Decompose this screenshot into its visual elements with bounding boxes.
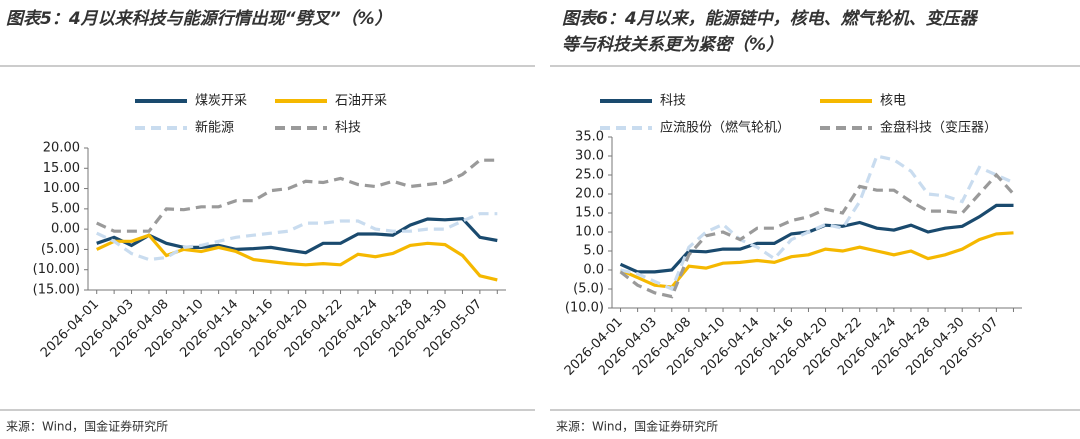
legend-label: 石油开采 [335,94,387,109]
chart-title: 图表6：4月以来，能源链中，核电、燃气轮机、变压器等与科技关系更为紧密（%） [562,9,979,55]
source: 来源：Wind，国金证券研究所 [6,419,168,434]
chart-title: 图表5：4月以来科技与能源行情出现“劈叉”（%） [6,9,392,29]
series-line [96,233,498,282]
legend-label: 应流股份（燃气轮机） [660,120,790,136]
legend-label: 煤炭开采 [195,94,247,109]
y-tick-label: 30.0 [575,149,604,164]
y-tick-label: (10.00) [33,262,80,277]
series-line [619,231,1014,289]
legend-label: 金盘科技（变压器） [880,120,997,136]
series-line [619,172,1015,299]
series-line [96,158,498,233]
series-line [620,154,1015,292]
y-tick-label: (5.0) [573,282,604,297]
series-line [96,212,498,262]
y-tick-label: 10.00 [43,181,80,196]
y-tick-label: (5.00) [41,242,80,257]
y-tick-label: 0.0 [583,263,604,278]
y-tick-label: 15.00 [43,161,80,176]
y-tick-label: 5.00 [51,201,80,216]
legend-label: 科技 [660,94,686,109]
y-tick-label: 20.0 [575,187,604,202]
y-tick-label: 10.0 [575,225,604,240]
y-tick-label: 25.0 [575,168,604,183]
y-tick-label: 20.00 [43,141,80,156]
y-tick-label: (10.0) [565,301,604,316]
y-tick-label: 35.0 [575,130,604,145]
series-line [619,203,1014,274]
y-tick-label: 0.00 [51,222,80,237]
legend-label: 核电 [880,94,906,109]
source: 来源：Wind，国金证券研究所 [556,419,718,434]
y-tick-label: 15.0 [575,206,604,221]
y-tick-label: 5.0 [583,244,604,259]
legend-label: 新能源 [195,120,234,136]
series-line [96,216,498,255]
y-tick-label: (15.00) [33,283,80,298]
legend-label: 科技 [335,121,361,136]
